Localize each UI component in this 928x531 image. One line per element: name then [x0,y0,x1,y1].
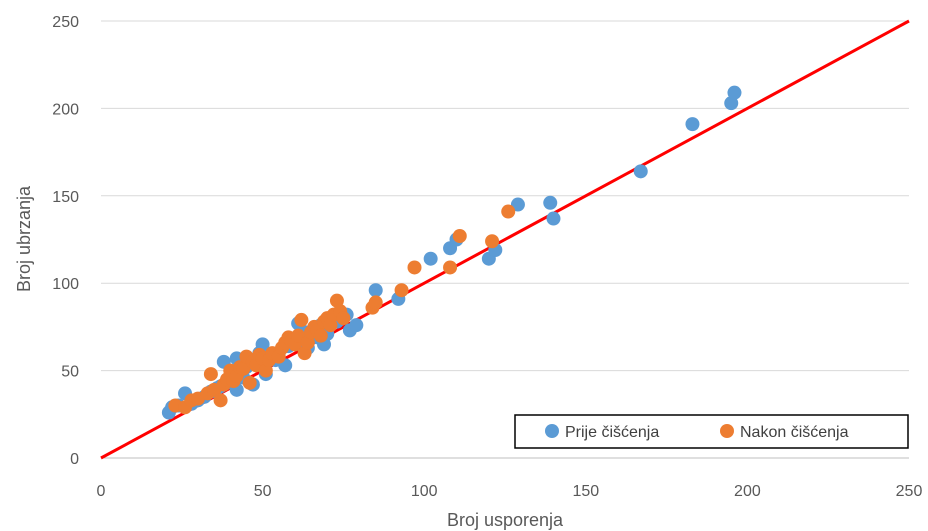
y-tick-label: 50 [61,364,79,381]
legend-label-prije: Prije čišćenja [565,424,659,441]
point-nakon-ciscenja [313,328,328,343]
point-nakon-ciscenja [203,367,218,382]
y-tick-label: 100 [52,276,79,293]
point-nakon-ciscenja [336,311,351,326]
x-tick-label: 100 [411,483,438,500]
point-nakon-ciscenja [501,204,516,219]
y-tick-label: 150 [52,189,79,206]
x-tick-label: 150 [572,483,599,500]
point-prije-ciscenja [546,211,561,226]
x-tick-label: 0 [97,483,106,500]
point-prije-ciscenja [368,283,383,298]
point-nakon-ciscenja [394,283,409,298]
data-points [161,85,742,420]
point-nakon-ciscenja [485,234,500,249]
x-tick-label: 250 [896,483,923,500]
y-tick-label: 250 [52,14,79,31]
point-prije-ciscenja [685,117,700,132]
legend-marker-nakon [720,424,734,438]
point-prije-ciscenja [727,85,742,100]
gridlines [101,20,909,372]
y-tick-label: 200 [52,101,79,118]
x-tick-label: 50 [254,483,272,500]
legend-box [514,414,909,449]
point-nakon-ciscenja [452,229,467,244]
point-nakon-ciscenja [291,328,306,343]
point-nakon-ciscenja [443,260,458,275]
point-nakon-ciscenja [294,312,309,327]
point-prije-ciscenja [349,318,364,333]
point-prije-ciscenja [510,197,525,212]
point-prije-ciscenja [423,251,438,266]
point-nakon-ciscenja [407,260,422,275]
x-axis-title: Broj usporenja [447,510,564,530]
point-nakon-ciscenja [242,375,257,390]
y-tick-label: 0 [70,451,79,468]
point-prije-ciscenja [633,164,648,179]
point-nakon-ciscenja [368,295,383,310]
tick-labels: 0 50 100 150 200 250 0 50 100 150 200 250 [52,14,922,500]
point-nakon-ciscenja [236,361,251,376]
point-nakon-ciscenja [213,393,228,408]
legend-label-nakon: Nakon čišćenja [740,424,849,441]
point-prije-ciscenja [543,195,558,210]
legend: Prije čišćenja Nakon čišćenja [514,414,909,449]
x-tick-label: 200 [734,483,761,500]
legend-marker-prije [545,424,559,438]
y-axis-title: Broj ubrzanja [14,185,34,292]
